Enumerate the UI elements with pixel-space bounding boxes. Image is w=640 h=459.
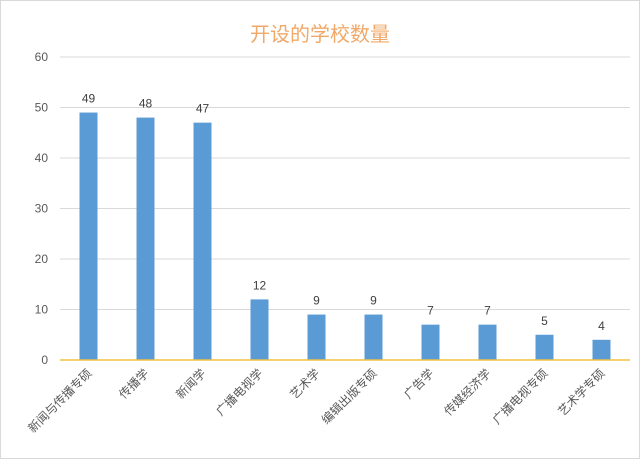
data-label: 4 (598, 319, 605, 333)
y-tick-label: 30 (35, 202, 49, 216)
y-tick-label: 10 (35, 303, 49, 317)
bar (364, 314, 383, 360)
x-category-label: 新闻与传播专硕 (25, 366, 95, 436)
x-category-label: 广播电视学 (213, 366, 266, 419)
bar (421, 324, 440, 360)
y-axis-ticks: 0 10 20 30 40 50 60 (35, 50, 49, 367)
chart-title: 开设的学校数量 (250, 22, 390, 46)
data-label: 12 (253, 278, 267, 292)
y-tick-label: 0 (41, 353, 48, 367)
data-label: 47 (196, 102, 210, 116)
bar (478, 324, 497, 360)
x-category-label: 艺术学 (287, 366, 323, 402)
y-tick-label: 40 (35, 151, 49, 165)
x-category-label: 传播学 (116, 366, 152, 402)
bar (250, 299, 269, 360)
x-category-label: 新闻学 (173, 366, 209, 402)
data-label: 9 (313, 294, 320, 308)
data-label: 7 (484, 304, 491, 318)
x-category-label: 编辑出版专硕 (318, 366, 380, 428)
bar (136, 117, 155, 360)
bar (535, 334, 554, 360)
x-category-label: 艺术学专硕 (555, 366, 608, 419)
data-label: 9 (370, 294, 377, 308)
data-label: 7 (427, 304, 434, 318)
data-label: 49 (82, 92, 96, 106)
x-category-label: 传媒经济学 (441, 366, 494, 419)
data-label: 5 (541, 314, 548, 328)
x-category-label: 广播电视专硕 (489, 366, 551, 428)
y-tick-label: 60 (35, 50, 49, 64)
bar (193, 122, 212, 361)
bar (79, 112, 98, 360)
bar (592, 339, 611, 360)
bar (307, 314, 326, 360)
data-labels: 49 48 47 12 9 9 7 7 5 4 (82, 92, 605, 333)
bars (79, 112, 611, 361)
x-category-label: 广告学 (401, 366, 437, 402)
y-tick-label: 50 (35, 101, 49, 115)
gridlines (60, 56, 630, 310)
y-tick-label: 20 (35, 252, 49, 266)
data-label: 48 (139, 97, 153, 111)
